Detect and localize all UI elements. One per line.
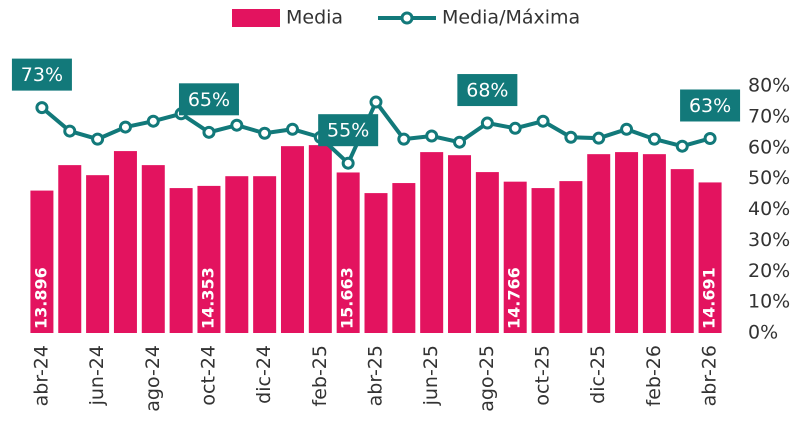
line-label-box <box>318 114 379 147</box>
bar <box>670 169 694 333</box>
y2-tick-label: 30% <box>748 229 790 251</box>
line-marker <box>480 116 494 130</box>
bar <box>642 154 666 333</box>
y2-tick-label: 50% <box>748 167 790 189</box>
x-tick-label: feb-26 <box>643 345 665 406</box>
line-label: 68% <box>466 80 508 102</box>
bar <box>698 182 722 333</box>
y2-tick-label: 20% <box>748 260 790 282</box>
bar-label: 14.766 <box>505 267 524 329</box>
bar <box>420 152 444 333</box>
line-marker <box>341 156 355 170</box>
x-tick-label: oct-25 <box>532 345 554 406</box>
line-label: 65% <box>188 89 230 111</box>
line-label-box <box>11 58 72 91</box>
bar <box>364 193 388 333</box>
x-tick-label: abr-26 <box>699 345 721 406</box>
line-marker <box>91 132 105 146</box>
bar <box>30 190 54 333</box>
bar <box>392 183 416 333</box>
bar <box>615 152 639 333</box>
y2-tick-label: 40% <box>748 198 790 220</box>
x-tick-label: feb-25 <box>309 345 331 406</box>
bar-label: 14.353 <box>198 267 217 329</box>
bar <box>475 172 499 333</box>
x-tick-label: oct-24 <box>197 345 219 406</box>
x-tick-label: ago-25 <box>476 345 498 412</box>
bar <box>141 165 165 333</box>
x-tick-label: dic-24 <box>253 345 275 404</box>
line-marker <box>536 114 550 128</box>
bar <box>308 145 332 333</box>
line-marker <box>592 131 606 145</box>
bar <box>280 146 304 333</box>
legend-label: Media/Máxima <box>442 7 580 29</box>
y2-tick-label: 10% <box>748 291 790 313</box>
line-label-box <box>457 74 518 107</box>
line-marker <box>647 132 661 146</box>
line-marker <box>508 121 522 135</box>
line-label-box <box>178 83 239 116</box>
legend-label: Media <box>286 7 343 29</box>
bar <box>225 176 249 333</box>
line-marker <box>397 132 411 146</box>
line-marker <box>146 114 160 128</box>
x-tick-label: ago-24 <box>142 345 164 412</box>
line-marker <box>230 118 244 132</box>
line-marker <box>620 122 634 136</box>
legend-marker <box>400 11 414 25</box>
line-marker <box>564 130 578 144</box>
line-marker <box>453 135 467 149</box>
x-tick-label: jun-25 <box>420 345 442 406</box>
line-marker <box>285 122 299 136</box>
legend-swatch <box>232 9 280 27</box>
line-marker <box>258 126 272 140</box>
x-tick-label: abr-25 <box>365 345 387 406</box>
line-marker <box>202 125 216 139</box>
y2-tick-label: 80% <box>748 75 790 97</box>
y2-tick-label: 0% <box>748 322 778 344</box>
bar <box>86 175 110 333</box>
line-marker <box>118 120 132 134</box>
line-label-box <box>680 89 741 122</box>
bar <box>531 188 555 333</box>
line-label: 73% <box>21 64 63 86</box>
line-label: 55% <box>327 120 369 142</box>
line-marker <box>369 95 383 109</box>
x-tick-label: jun-24 <box>86 345 108 406</box>
bar <box>253 176 277 333</box>
line-marker <box>63 124 77 138</box>
y2-tick-label: 70% <box>748 105 790 127</box>
bar-label: 13.896 <box>31 267 50 329</box>
bar <box>559 181 583 333</box>
bar-label: 15.663 <box>338 267 357 329</box>
line-marker <box>35 101 49 115</box>
line-label: 63% <box>689 95 731 117</box>
bar <box>169 188 193 333</box>
line-marker <box>425 129 439 143</box>
bar <box>58 165 82 333</box>
bar-label: 14.691 <box>700 267 719 329</box>
x-tick-label: abr-24 <box>30 345 52 406</box>
bar <box>336 172 360 333</box>
x-tick-label: dic-25 <box>587 345 609 404</box>
bar <box>448 155 472 333</box>
line-marker <box>675 139 689 153</box>
bar <box>113 151 137 333</box>
y2-tick-label: 60% <box>748 136 790 158</box>
bar <box>503 181 527 333</box>
line-marker <box>703 131 717 145</box>
bar <box>587 154 611 333</box>
bar <box>197 185 221 333</box>
